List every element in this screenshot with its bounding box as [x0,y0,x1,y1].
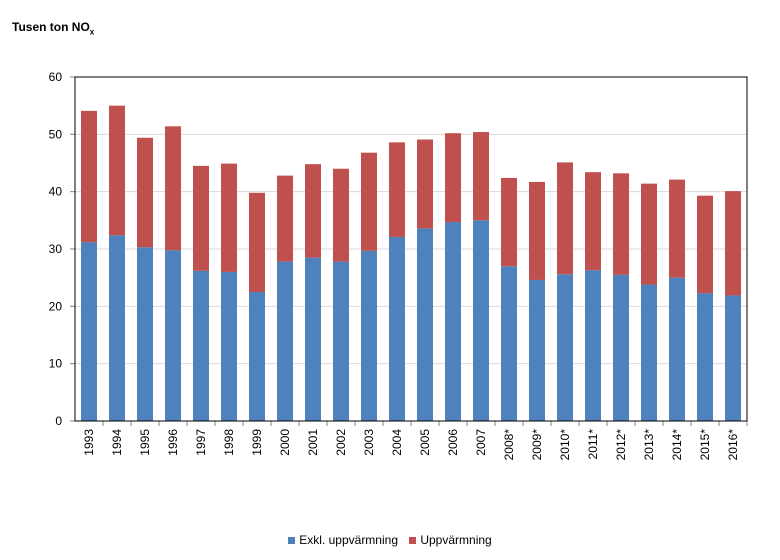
x-tick-label: 2012* [614,429,628,461]
x-tick-label: 1998 [222,429,236,456]
legend-item-uppvarmning: Uppvärmning [409,532,492,547]
bar-exkl-uppvarmning [277,261,293,421]
x-tick-label: 2016* [726,429,740,461]
bar-exkl-uppvarmning [249,292,265,421]
x-tick-label: 1997 [194,429,208,456]
axes [70,76,748,426]
x-tick-label: 2009* [530,429,544,461]
bar-uppvarmning [221,163,237,272]
y-tick-label: 40 [49,185,63,199]
bar-exkl-uppvarmning [697,293,713,421]
bar-exkl-uppvarmning [613,274,629,421]
bar-uppvarmning [333,168,349,262]
bar-uppvarmning [417,139,433,229]
x-tick-label: 2010* [558,429,572,461]
bar-exkl-uppvarmning [641,284,657,421]
bar-uppvarmning [473,132,489,221]
legend-label-exkl: Exkl. uppvärmning [299,532,398,547]
x-tick-label: 1996 [166,429,180,456]
bar-exkl-uppvarmning [109,235,125,421]
x-tick-label: 2003 [362,429,376,456]
bar-exkl-uppvarmning [585,270,601,421]
bar-exkl-uppvarmning [333,261,349,421]
x-tick-label: 2004 [390,429,404,456]
x-tick-labels: 1993 1994 1995 1996 1997 1998 1999 2000 2001 2002… [82,429,740,461]
bar-uppvarmning [697,195,713,294]
y-tick-label: 0 [55,414,62,428]
x-tick-label: 1999 [250,429,264,456]
x-tick-label: 1993 [82,429,96,456]
bar-uppvarmning [277,175,293,262]
bar-uppvarmning [501,177,517,267]
bar-exkl-uppvarmning [473,220,489,421]
y-tick-label: 50 [49,127,63,141]
y-tick-label: 20 [49,299,63,313]
bar-uppvarmning [585,172,601,271]
x-tick-label: 2005 [418,429,432,456]
x-tick-label: 2000 [278,429,292,456]
bar-exkl-uppvarmning [389,236,405,421]
x-tick-label: 2002 [334,429,348,456]
bar-uppvarmning [445,133,461,223]
x-tick-label: 2013* [642,429,656,461]
bar-exkl-uppvarmning [305,257,321,421]
x-tick-label: 1995 [138,429,152,456]
bar-exkl-uppvarmning [557,274,573,421]
x-tick-label: 2014* [670,429,684,461]
x-tick-label: 2008* [502,429,516,461]
y-tick-label: 30 [49,242,63,256]
x-tick-label: 2015* [698,429,712,461]
bar-exkl-uppvarmning [81,242,97,421]
legend-swatch-exkl [288,537,296,545]
x-tick-label: 2007 [474,429,488,456]
bar-uppvarmning [165,126,181,251]
y-tick-label: 10 [49,357,63,371]
bar-exkl-uppvarmning [221,271,237,421]
grid-lines [75,76,747,365]
bar-uppvarmning [641,183,657,285]
bar-uppvarmning [193,165,209,271]
legend-item-exkl: Exkl. uppvärmning [288,533,398,547]
bar-uppvarmning [137,137,153,248]
bar-uppvarmning [389,142,405,237]
bar-exkl-uppvarmning [417,228,433,421]
y-tick-label: 60 [49,70,63,84]
x-tick-label: 2011* [586,429,600,460]
bar-uppvarmning [529,181,545,280]
bar-exkl-uppvarmning [137,247,153,421]
legend-label-uppvarmning: Uppvärmning [420,532,492,547]
bar-uppvarmning [361,152,377,251]
bar-exkl-uppvarmning [501,266,517,421]
bar-uppvarmning [81,110,97,243]
y-tick-labels: 0 10 20 30 40 50 60 [49,70,63,428]
bar-uppvarmning [305,164,321,258]
legend: Exkl. uppvärmning Uppvärmning [0,532,780,547]
bar-exkl-uppvarmning [725,295,741,421]
bar-uppvarmning [249,192,265,292]
bar-exkl-uppvarmning [445,222,461,421]
x-tick-label: 2001 [306,429,320,456]
x-tick-label: 2006 [446,429,460,456]
bar-exkl-uppvarmning [669,277,685,421]
bar-uppvarmning [557,162,573,275]
legend-swatch-uppvarmning [409,537,417,545]
bar-exkl-uppvarmning [165,250,181,421]
chart-title-subscript: x [89,27,95,37]
plot-border [74,76,748,422]
chart-title: Tusen ton NOx [12,20,94,36]
bar-uppvarmning [613,173,629,275]
bar-exkl-uppvarmning [193,270,209,421]
bar-uppvarmning [669,179,685,278]
bar-exkl-uppvarmning [529,279,545,421]
bar-uppvarmning [109,105,125,236]
chart-title-text: Tusen ton NO [12,20,90,34]
bars [81,105,741,421]
x-tick-label: 1994 [110,429,124,456]
bar-exkl-uppvarmning [361,250,377,421]
bar-uppvarmning [725,191,741,296]
